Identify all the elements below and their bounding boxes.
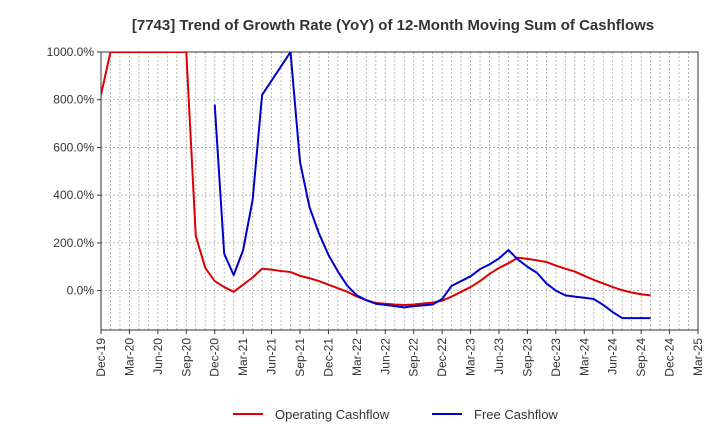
x-tick-label: Dec-24: [663, 338, 677, 377]
x-tick-label: Dec-22: [435, 338, 449, 377]
x-tick-label: Sep-20: [179, 338, 193, 377]
y-tick-label: 1000.0%: [47, 45, 95, 59]
x-tick-label: Jun-22: [378, 338, 392, 375]
y-tick-label: 600.0%: [53, 140, 94, 154]
x-tick-label: Mar-24: [577, 338, 591, 376]
legend-label: Operating Cashflow: [275, 407, 390, 422]
grid: [101, 51, 698, 330]
legend-label: Free Cashflow: [474, 407, 558, 422]
x-tick-label: Sep-22: [407, 338, 421, 377]
x-tick-label: Sep-24: [634, 338, 648, 377]
series-line-operating-cashflow: [101, 52, 651, 306]
x-tick-label: Sep-21: [293, 338, 307, 377]
x-tick-label: Mar-22: [350, 338, 364, 376]
x-tick-label: Sep-23: [520, 338, 534, 377]
y-tick-label: 800.0%: [53, 93, 94, 107]
chart-title: [7743] Trend of Growth Rate (YoY) of 12-…: [132, 17, 654, 34]
x-tick-label: Mar-21: [236, 338, 250, 376]
y-tick-label: 200.0%: [53, 236, 94, 250]
y-tick-label: 0.0%: [67, 284, 95, 298]
series-lines: [101, 52, 651, 320]
x-tick-label: Jun-23: [492, 338, 506, 375]
x-tick-label: Mar-25: [691, 338, 705, 376]
axes: 0.0% 200.0% 400.0% 600.0% 800.0% 1000.0% Dec-1…: [47, 45, 705, 377]
x-tick-label: Jun-20: [151, 338, 165, 375]
x-tick-label: Dec-20: [208, 338, 222, 377]
y-tick-label: 400.0%: [53, 188, 94, 202]
x-tick-label: Jun-21: [265, 338, 279, 375]
series-line-free-cashflow: [213, 52, 651, 320]
x-tick-label: Mar-20: [122, 338, 136, 376]
x-tick-label: Dec-19: [94, 338, 108, 377]
x-tick-label: Jun-24: [606, 338, 620, 375]
x-tick-label: Dec-21: [321, 338, 335, 377]
plot-frame: [100, 51, 699, 331]
x-tick-label: Mar-23: [464, 338, 478, 376]
legend: Operating Cashflow Free Cashflow: [233, 407, 558, 422]
x-tick-label: Dec-23: [549, 338, 563, 377]
